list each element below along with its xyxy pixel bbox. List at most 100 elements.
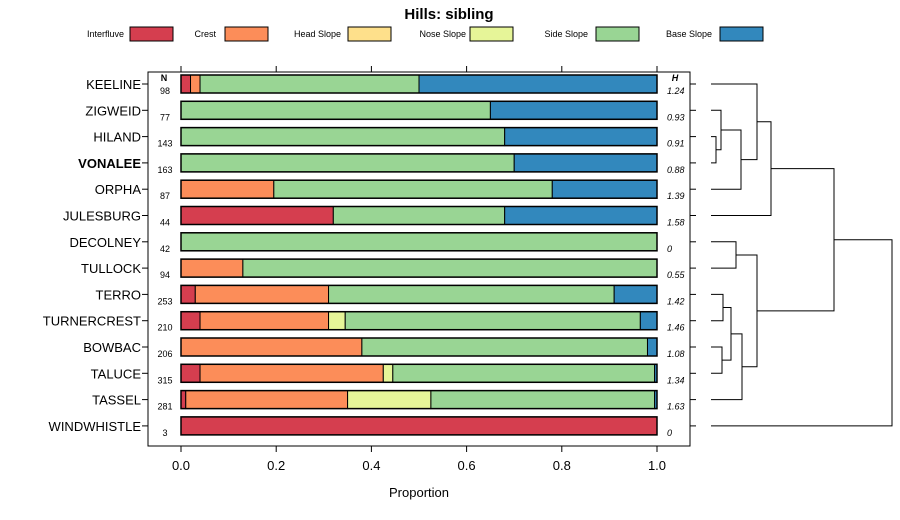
h-value-1: 0.93 xyxy=(667,112,685,122)
bar-turnercrest-nose-slope xyxy=(328,311,346,331)
bar-turnercrest-side-slope xyxy=(344,311,641,331)
bar-terro-interfluve xyxy=(180,284,196,304)
row-label-taluce: TALUCE xyxy=(91,366,142,381)
bar-keeline-side-slope xyxy=(199,74,420,94)
n-value-4: 87 xyxy=(160,191,170,201)
bar-outline-1 xyxy=(180,100,658,121)
h-value-9: 1.46 xyxy=(667,323,685,333)
bar-outline-10 xyxy=(180,337,658,357)
legend-swatch-4 xyxy=(595,26,640,42)
dendrogram-branch-11 xyxy=(757,168,835,312)
bar-keeline-crest xyxy=(190,74,201,94)
row-label-tullock: TULLOCK xyxy=(81,261,141,276)
h-value-3: 0.88 xyxy=(667,165,685,175)
legend-label-5: Base Slope xyxy=(666,29,712,39)
bar-julesburg-interfluve xyxy=(180,206,334,225)
h-value-2: 0.91 xyxy=(667,139,685,149)
bar-zigweid-side-slope xyxy=(180,100,491,120)
n-labels: 98 77 143 163 87 44 42 94 253 210 206 315 281 3 xyxy=(157,86,172,438)
bar-taluce-side-slope xyxy=(392,363,656,383)
legend-swatch-3 xyxy=(469,26,514,42)
n-value-13: 3 xyxy=(162,428,167,438)
n-value-2: 143 xyxy=(157,139,172,149)
chart-title: Hills: sibling xyxy=(404,6,493,23)
bar-bowbac-crest xyxy=(180,337,363,357)
legend-label-2: Head Slope xyxy=(294,29,341,39)
row-label-zigweid: ZIGWEID xyxy=(85,103,141,118)
bar-tullock-side-slope xyxy=(242,258,658,278)
legend-swatch-2 xyxy=(347,26,392,42)
row-label-bowbac: BOWBAC xyxy=(83,340,141,355)
x-tick-label-0: 0.0 xyxy=(172,458,190,473)
bar-outline-2 xyxy=(180,126,658,147)
row-label-keeline: KEELINE xyxy=(86,77,141,92)
bar-orpha-crest xyxy=(180,179,275,199)
dendrogram-branch-5 xyxy=(711,241,737,269)
row-labels: KEELINE ZIGWEID HILAND VONALEE ORPHA JULESBUR… xyxy=(43,77,696,434)
dendrogram-branch-6 xyxy=(711,293,724,322)
row-label-orpha: ORPHA xyxy=(95,182,142,197)
row-label-terro: TERRO xyxy=(96,287,142,302)
dendrogram-branch-7 xyxy=(711,346,723,374)
bar-outline-8 xyxy=(180,284,658,305)
legend-swatch-1 xyxy=(224,26,269,42)
bar-turnercrest-interfluve xyxy=(180,311,201,331)
n-value-3: 163 xyxy=(157,165,172,175)
bar-windwhistle-interfluve xyxy=(180,416,658,436)
x-tick-label-5: 1.0 xyxy=(648,458,666,473)
legend: Interfluve Crest Head Slope Nose Slope Side … xyxy=(87,26,764,42)
bar-outline-3 xyxy=(180,153,658,173)
h-value-10: 1.08 xyxy=(667,349,685,359)
bar-keeline-interfluve xyxy=(180,74,192,94)
h-value-8: 1.42 xyxy=(667,296,685,306)
bar-tassel-side-slope xyxy=(430,390,656,410)
bar-outline-0 xyxy=(180,74,658,94)
bar-terro-base-slope xyxy=(613,284,658,304)
bar-zigweid-base-slope xyxy=(489,100,658,120)
h-value-11: 1.34 xyxy=(667,375,685,385)
bar-keeline-base-slope xyxy=(418,74,658,94)
bar-decolney-side-slope xyxy=(180,232,658,252)
bar-terro-side-slope xyxy=(328,284,615,304)
row-label-julesburg: JULESBURG xyxy=(63,209,141,224)
h-value-6: 0 xyxy=(667,244,672,254)
x-axis: 0.0 0.2 0.4 0.6 0.8 1.0 xyxy=(172,66,666,473)
n-value-0: 98 xyxy=(160,86,170,96)
bar-outline-12 xyxy=(180,389,658,410)
n-value-9: 210 xyxy=(157,323,172,333)
legend-swatch-0 xyxy=(129,26,174,42)
bar-orpha-side-slope xyxy=(273,179,553,199)
bar-julesburg-side-slope xyxy=(332,206,506,225)
legend-swatch-5 xyxy=(719,26,764,42)
h-value-4: 1.39 xyxy=(667,191,685,201)
bar-bowbac-side-slope xyxy=(361,337,648,357)
legend-label-0: Interfluve xyxy=(87,29,124,39)
n-value-8: 253 xyxy=(157,296,172,306)
bar-julesburg-base-slope xyxy=(504,206,658,225)
row-label-turnercrest: TURNERCREST xyxy=(43,314,141,329)
n-value-1: 77 xyxy=(160,112,170,122)
n-value-6: 42 xyxy=(160,244,170,254)
x-tick-label-2: 0.4 xyxy=(362,458,380,473)
dendrogram xyxy=(711,83,893,427)
bar-outline-13 xyxy=(180,416,658,436)
row-label-hiland: HILAND xyxy=(93,130,141,145)
n-value-11: 315 xyxy=(157,375,172,385)
bar-outline-6 xyxy=(180,232,658,252)
bar-terro-crest xyxy=(194,284,330,304)
bar-hiland-side-slope xyxy=(180,127,506,147)
dendrogram-branch-9 xyxy=(711,333,743,401)
h-header: H xyxy=(672,73,679,83)
n-value-10: 206 xyxy=(157,349,172,359)
legend-label-3: Nose Slope xyxy=(419,29,466,39)
bar-outline-11 xyxy=(180,363,658,384)
n-value-7: 94 xyxy=(160,270,170,280)
dendrogram-branch-0 xyxy=(711,136,717,164)
n-value-12: 281 xyxy=(157,402,172,412)
bar-taluce-nose-slope xyxy=(382,363,394,383)
n-header: N xyxy=(161,73,168,83)
row-label-tassel: TASSEL xyxy=(92,393,141,408)
bar-outline-5 xyxy=(180,205,658,226)
bar-turnercrest-crest xyxy=(199,311,330,331)
